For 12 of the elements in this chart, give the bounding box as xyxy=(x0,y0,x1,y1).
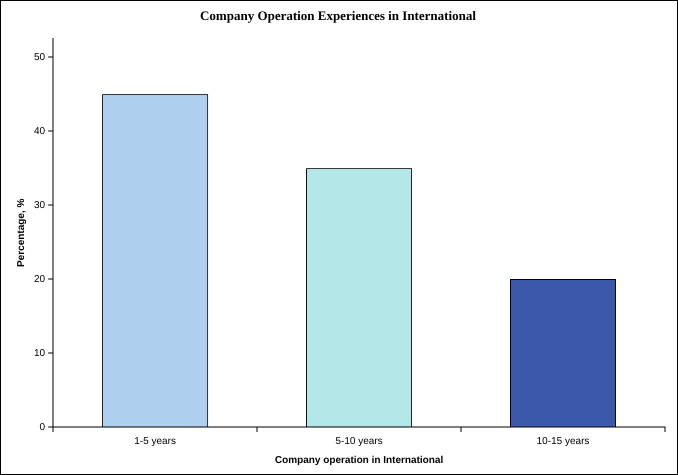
x-tick-label: 1-5 years xyxy=(134,436,176,447)
y-tick-label: 10 xyxy=(34,348,46,359)
y-tick-label: 30 xyxy=(34,200,46,211)
y-tick-label: 50 xyxy=(34,52,46,63)
x-tick-label: 5-10 years xyxy=(335,436,383,447)
y-tick-label: 0 xyxy=(40,422,46,433)
y-axis-title: Percentage, % xyxy=(16,198,27,267)
y-tick-label: 20 xyxy=(34,274,46,285)
x-tick-label: 10-15 years xyxy=(536,436,590,447)
y-tick-label: 40 xyxy=(34,126,46,137)
chart-title: Company Operation Experiences in International xyxy=(200,8,476,24)
x-axis-title: Company operation in International xyxy=(274,454,444,466)
